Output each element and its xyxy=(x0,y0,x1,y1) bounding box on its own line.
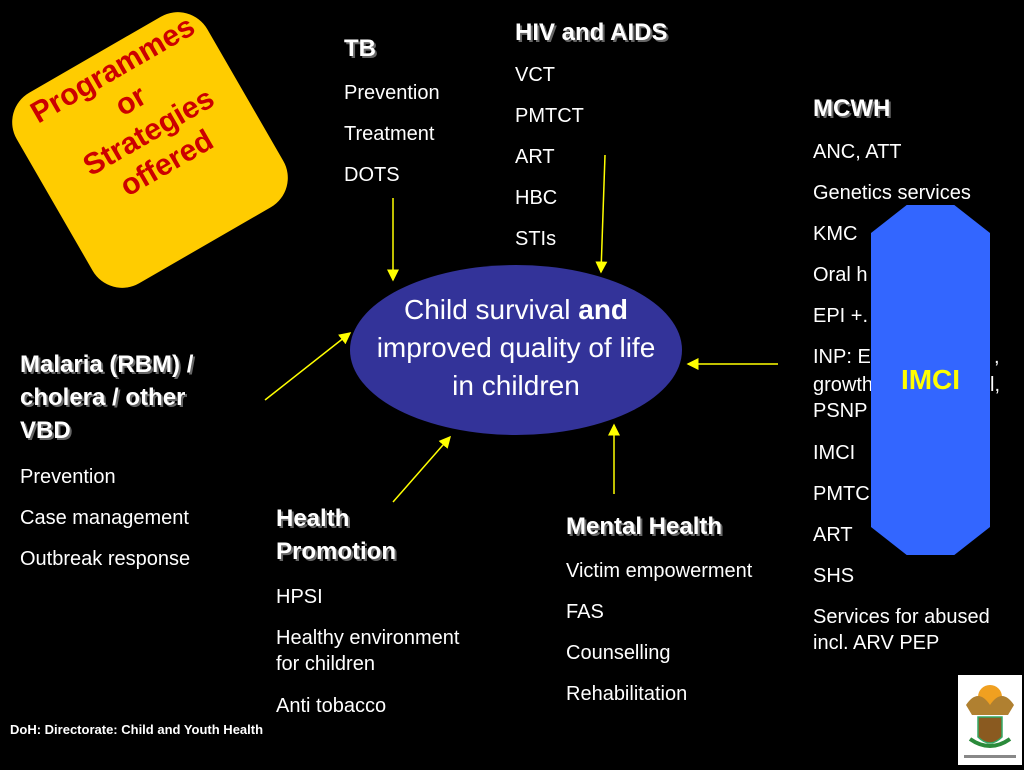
malaria-title-line: Malaria (RBM) / xyxy=(20,351,194,378)
hp-item: Anti tobacco xyxy=(276,695,387,717)
hiv-item: ART xyxy=(515,146,555,168)
mcwh-item: l, xyxy=(990,374,1000,396)
malaria-item: Outbreak response xyxy=(20,548,191,570)
arrow-malaria xyxy=(264,332,352,401)
hiv-title: HIV and AIDS xyxy=(515,19,668,46)
mcwh-item: Oral h xyxy=(813,264,868,286)
center-ellipse: Child survival and improved quality of l… xyxy=(350,265,682,435)
mcwh-item: SHS xyxy=(813,565,855,587)
mcwh-item: ANC, ATT xyxy=(813,141,902,163)
mental-item: Victim empowerment xyxy=(566,560,753,582)
center-text-rest: improved quality of life in children xyxy=(376,332,656,401)
malaria-title-line: VBD xyxy=(20,417,71,444)
department-of-health-logo xyxy=(958,675,1022,765)
mental-item: Rehabilitation xyxy=(566,683,688,705)
hp-title-line: Promotion xyxy=(276,538,396,565)
hiv-item: PMTCT xyxy=(515,105,584,127)
malaria-item: Prevention xyxy=(20,466,116,488)
footer-text: DoH: Directorate: Child and Youth Health xyxy=(10,722,264,737)
hp-title-line: Health xyxy=(276,505,350,532)
malaria-title-line: cholera / other xyxy=(20,384,186,411)
center-text-bold: and xyxy=(578,294,629,325)
hiv-item: VCT xyxy=(515,64,555,86)
malaria-item: Case management xyxy=(20,507,189,529)
mcwh-item: PMTC xyxy=(813,483,870,505)
tb-item: Prevention xyxy=(344,82,440,104)
hp-item: HPSI xyxy=(276,586,323,608)
mental-item: Counselling xyxy=(566,642,671,664)
mcwh-item: Services for abused xyxy=(813,606,990,628)
arrow-health-promotion xyxy=(392,435,451,503)
mcwh-item: KMC xyxy=(813,223,858,245)
mcwh-item: , xyxy=(994,346,1000,368)
malaria-title: Malaria (RBM) / cholera / other VBD xyxy=(20,348,193,447)
mcwh-item: EPI +. xyxy=(813,305,869,327)
tb-item: DOTS xyxy=(344,164,400,186)
hiv-item: HBC xyxy=(515,187,558,209)
mental-title: Mental Health xyxy=(566,513,723,540)
mcwh-item: ART xyxy=(813,524,853,546)
imci-octagon: IMCI xyxy=(871,205,990,555)
arrow-hiv xyxy=(595,154,608,274)
mental-item: FAS xyxy=(566,601,604,623)
center-text: Child survival xyxy=(403,294,579,325)
mcwh-item: Genetics services xyxy=(813,182,971,204)
tb-item: Treatment xyxy=(344,123,435,145)
hp-item: Healthy environment xyxy=(276,627,460,649)
mcwh-item: PSNP xyxy=(813,400,868,422)
tb-title: TB xyxy=(344,35,376,62)
hiv-item: STIs xyxy=(515,228,557,250)
mcwh-item: growth xyxy=(813,374,874,396)
imci-label: IMCI xyxy=(900,364,961,395)
health-promotion-title: Health Promotion xyxy=(276,502,396,568)
hp-item: for children xyxy=(276,653,375,675)
mcwh-title: MCWH xyxy=(813,95,891,122)
mcwh-item: IMCI xyxy=(813,442,856,464)
mcwh-item: INP: E xyxy=(813,346,871,368)
mcwh-item: incl. ARV PEP xyxy=(813,632,940,654)
